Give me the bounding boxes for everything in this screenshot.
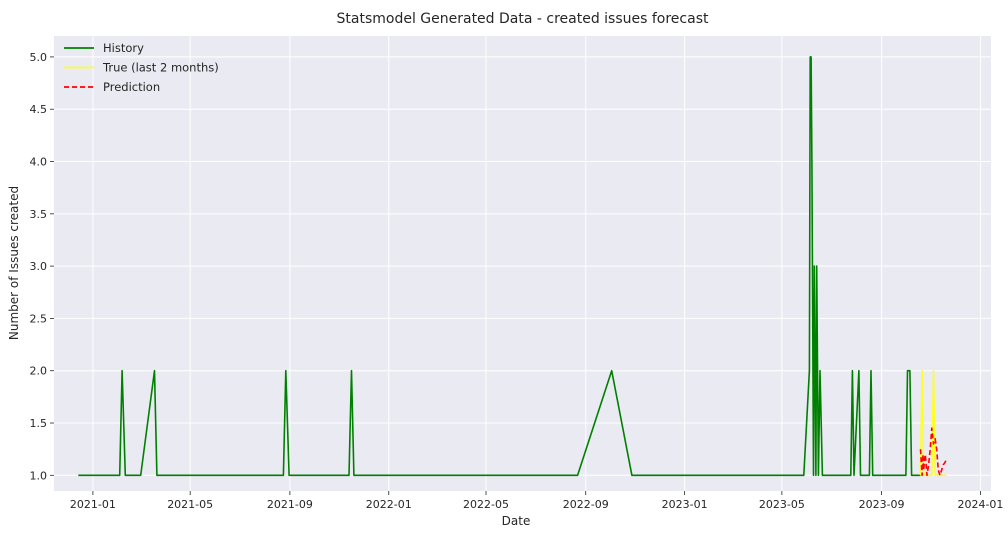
- y-tick-label: 4.5: [30, 103, 48, 116]
- x-tick-label: 2023-05: [759, 498, 805, 511]
- legend-label: History: [103, 41, 144, 55]
- legend-label: Prediction: [103, 80, 160, 94]
- series-line-2: [919, 369, 947, 477]
- legend-label: True (last 2 months): [102, 61, 219, 75]
- x-tick-label: 2021-09: [267, 498, 313, 511]
- x-tick-label: 2022-09: [563, 498, 609, 511]
- y-tick-label: 3.0: [30, 260, 48, 273]
- y-tick-label: 2.0: [30, 365, 48, 378]
- series-lines: [78, 56, 948, 477]
- x-tick-label: 2021-01: [70, 498, 116, 511]
- x-tick-label: 2022-05: [463, 498, 509, 511]
- x-tick-label: 2021-05: [167, 498, 213, 511]
- y-tick-label: 1.0: [30, 469, 48, 482]
- y-axis-label: Number of Issues created: [7, 186, 21, 340]
- legend: History True (last 2 months) Prediction: [64, 41, 219, 94]
- y-tick-label: 1.5: [30, 417, 48, 430]
- x-tick-label: 2023-09: [859, 498, 905, 511]
- y-tick-label: 4.0: [30, 156, 48, 169]
- plot-area: [54, 36, 991, 491]
- x-axis-label: Date: [502, 514, 531, 528]
- y-tick-label: 3.5: [30, 208, 48, 221]
- series-line-3: [919, 427, 948, 477]
- chart-title: Statsmodel Generated Data - created issu…: [337, 11, 709, 27]
- y-tick-label: 5.0: [30, 51, 48, 64]
- x-tick-label: 2023-01: [662, 498, 708, 511]
- series-line-1: [78, 56, 921, 477]
- axes: 2021-01 2021-05 2021-09 2022-01 2022-05 2022-…: [30, 51, 1004, 511]
- x-tick-label: 2022-01: [366, 498, 412, 511]
- y-tick-label: 2.5: [30, 312, 48, 325]
- x-tick-label: 2024-01: [957, 498, 1003, 511]
